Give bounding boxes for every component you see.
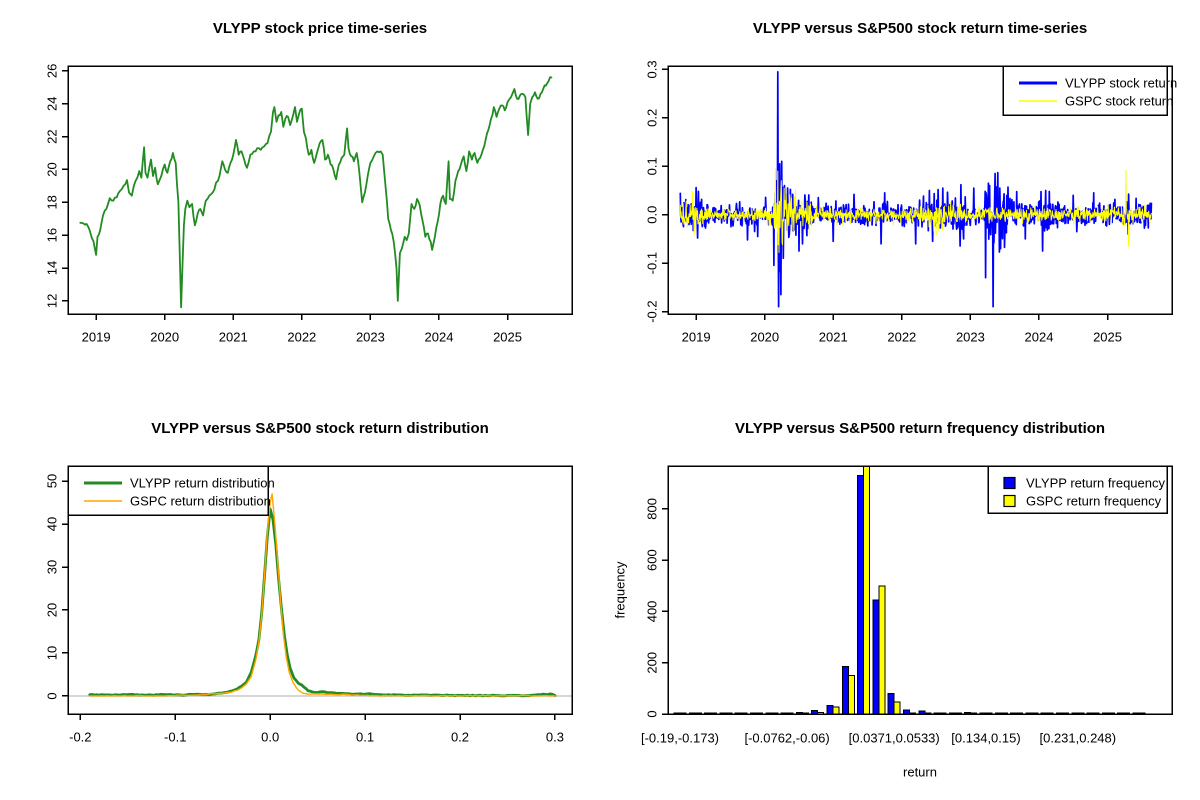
vlypp-bar-13 [872, 599, 880, 714]
legend-label: VLYPP stock return [1065, 76, 1177, 91]
gspc-bar-14 [893, 701, 901, 714]
plot-border [67, 465, 573, 715]
legend-box [1002, 65, 1168, 116]
y-tick-label: 20 [45, 162, 60, 176]
plot-border [667, 465, 1173, 715]
y-tick-label: 22 [45, 129, 60, 143]
y-tick-label: 16 [45, 228, 60, 242]
y-tick-label: 800 [645, 498, 660, 520]
y-tick-label: 40 [45, 517, 60, 531]
y-tick-label: 20 [45, 603, 60, 617]
x-tick-label: 0.0 [261, 730, 279, 745]
y-tick-label: 0.2 [645, 109, 660, 127]
legend-label: VLYPP return frequency [1026, 476, 1165, 491]
y-tick-label: 0.1 [645, 157, 660, 175]
price-timeseries-chart: 2019 2020 2021 2022 2023 2024 2025121416182022… [45, 64, 573, 345]
plot-border [667, 65, 1173, 315]
panel-return-frequency: 0 200 400 600 800 [-0.19,-0.173) [-0.0762,-0.0… [600, 400, 1200, 800]
x-tick-label: 2025 [1093, 330, 1122, 345]
x-axis-label: return [903, 765, 937, 780]
y-tick-label: -0.2 [645, 300, 660, 322]
x-tick-label: 2024 [1025, 330, 1054, 345]
x-tick-label: 2022 [287, 330, 316, 345]
x-tick-label: -0.1 [164, 730, 186, 745]
x-tick-label: 0.3 [546, 730, 564, 745]
x-tick-label: 2022 [887, 330, 916, 345]
x-tick-label: 2021 [219, 330, 248, 345]
bin-label: [0.0371,0.0533) [849, 731, 940, 746]
y-tick-label: 12 [45, 294, 60, 308]
vlypp-density-curve [88, 507, 557, 698]
gspc-density-curve [89, 493, 556, 697]
plot-region [79, 76, 553, 309]
x-tick-label: -0.2 [69, 730, 91, 745]
panel-return-timeseries: 2019 2020 2021 2022 2023 2024 2025 -0.2 -0.1 0.0 0… [600, 0, 1200, 400]
return-timeseries-chart: 2019 2020 2021 2022 2023 2024 2025 -0.2 -0.1 0.0 0… [645, 60, 1178, 345]
y-tick-label: 600 [645, 549, 660, 571]
x-tick-label: 0.2 [451, 730, 469, 745]
distribution-chart-title: VLYPP versus S&P500 stock return distrib… [151, 420, 489, 437]
y-tick-label: 14 [45, 261, 60, 275]
y-tick-label: 0.0 [645, 206, 660, 224]
legend-box [67, 465, 269, 516]
x-tick-label: 2020 [150, 330, 179, 345]
legend-swatch-vlypp [1003, 476, 1016, 490]
gspc-bar-10 [832, 706, 840, 714]
legend-swatch-gspc [1003, 494, 1016, 508]
y-tick-label: 0.3 [645, 60, 660, 78]
x-tick-label: 2019 [82, 330, 111, 345]
panel-price-timeseries: 2019 2020 2021 2022 2023 2024 2025 12 14 16 18 20 22… [0, 0, 600, 400]
bin-label: [0.134,0.15) [951, 731, 1020, 746]
vlypp-bar-16 [918, 710, 926, 714]
gspc-return-line [679, 168, 1152, 253]
legend-label: GSPC return distribution [130, 494, 271, 509]
legend-label: GSPC return frequency [1026, 494, 1162, 509]
y-tick-label: 30 [45, 560, 60, 574]
return-chart-title: VLYPP versus S&P500 stock return time-se… [752, 20, 1088, 37]
legend-label: GSPC stock return [1065, 94, 1173, 109]
x-tick-label: 2020 [750, 330, 779, 345]
price-chart-title: VLYPP stock price time-series [212, 20, 428, 37]
return-distribution-chart: -0.2 -0.1 0.0 0.1 0.2 0.3 0 10 20 30 40 50 VLYPP ret… [45, 465, 573, 745]
gspc-bar-13 [878, 585, 886, 714]
x-tick-label: 2021 [819, 330, 848, 345]
y-tick-label: 24 [45, 97, 60, 111]
x-tick-label: 2024 [425, 330, 454, 345]
y-tick-label: 0 [645, 710, 660, 717]
y-tick-label: -0.1 [645, 252, 660, 274]
legend-label: VLYPP return distribution [130, 476, 275, 491]
y-tick-label: 10 [45, 646, 60, 660]
gspc-bar-11 [847, 675, 855, 714]
frequency-chart-title: VLYPP versus S&P500 return frequency dis… [734, 420, 1106, 437]
y-tick-label: 0 [45, 692, 60, 699]
price-line [79, 76, 553, 309]
bin-label: [-0.19,-0.173) [641, 731, 719, 746]
return-frequency-chart: 0 200 400 600 800 [-0.19,-0.173) [-0.0762,-0.0… [613, 465, 1173, 780]
legend-box [987, 465, 1168, 514]
vlypp-bar-12 [857, 474, 865, 714]
x-tick-label: 2023 [956, 330, 985, 345]
y-tick-label: 50 [45, 474, 60, 488]
y-tick-label: 18 [45, 195, 60, 209]
x-tick-label: 0.1 [356, 730, 374, 745]
vlypp-bar-10 [826, 705, 834, 714]
plot-region [679, 70, 1153, 308]
y-tick-label: 400 [645, 601, 660, 623]
plot-border [67, 65, 573, 315]
y-tick-label: 26 [45, 64, 60, 78]
vlypp-bar-11 [841, 666, 849, 714]
y-tick-label: 200 [645, 652, 660, 674]
gspc-bar-12 [863, 466, 871, 714]
panel-return-distribution: -0.2 -0.1 0.0 0.1 0.2 0.3 0 10 20 30 40 50 VLYPP ret… [0, 400, 600, 800]
bin-label: [0.231,0.248) [1039, 731, 1116, 746]
y-axis-label: frequency [613, 561, 628, 619]
x-tick-label: 2023 [356, 330, 385, 345]
vlypp-bar-14 [887, 692, 895, 714]
x-tick-label: 2025 [493, 330, 522, 345]
bin-label: [-0.0762,-0.06) [744, 731, 829, 746]
plot-region [88, 493, 557, 698]
x-tick-label: 2019 [682, 330, 711, 345]
